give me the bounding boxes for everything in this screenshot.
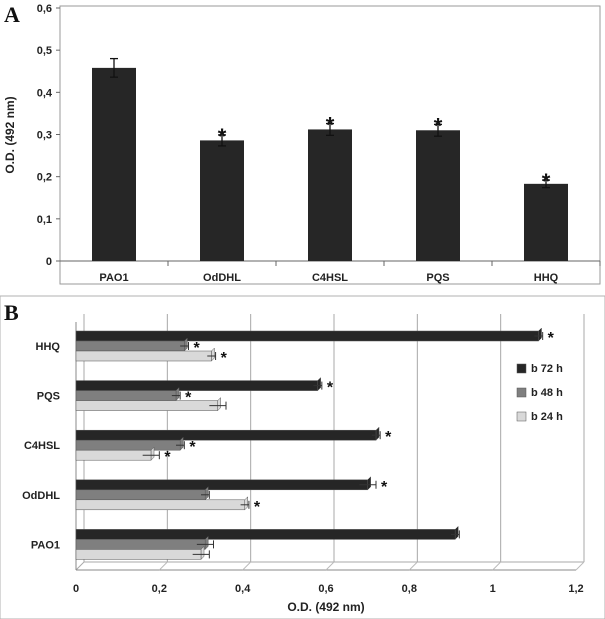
bar-pao1-b-48-h [75, 539, 206, 550]
significance-marker: * [218, 124, 227, 149]
bar-depth [217, 396, 221, 412]
bar-pqs-b-48-h [75, 390, 177, 401]
bar-pqs [416, 130, 460, 261]
bar-hhq-b-24-h [75, 350, 212, 362]
legend-swatch [516, 411, 527, 422]
panel-b-chart: B 0 0,2 0,4 0,6 0,8 1 1,2 HHQ * * * PQS * * C4HSL * * * O… [0, 295, 605, 619]
significance-marker: * [381, 479, 388, 496]
bar-oddhl-b-72-h [75, 479, 368, 491]
legend-swatch [516, 387, 527, 398]
y-tick-label: 0,2 [37, 172, 52, 184]
floor-gridline [325, 561, 335, 571]
bar-depth [454, 525, 459, 541]
x-tick-label: C4HSL [312, 272, 348, 284]
legend-label: b 72 h [531, 363, 563, 375]
panel-a-label: A [4, 2, 20, 27]
significance-marker: * [542, 169, 551, 194]
bar-depth [538, 327, 542, 342]
y-tick-label: 0,1 [37, 214, 52, 226]
x-tick-label: 0,2 [152, 583, 167, 595]
bar-depth [317, 376, 321, 392]
bar-pqs-b-24-h [75, 400, 218, 411]
significance-marker: * [185, 390, 192, 407]
panel-b-legend: b 72 h b 48 h b 24 h [516, 363, 563, 423]
significance-marker: * [548, 330, 555, 347]
bar-depth [244, 496, 248, 511]
bar-c4hsl [308, 129, 352, 261]
bar-oddhl-b-24-h [75, 499, 245, 511]
panel-b-x-axis-label: O.D. (492 nm) [287, 600, 364, 614]
panel-a-y-axis-label: O.D. (492 nm) [3, 96, 17, 173]
bar-hhq-b-72-h [75, 330, 539, 342]
panel-b-label: B [4, 300, 19, 325]
legend-label: b 24 h [531, 411, 563, 423]
x-tick-label: 1,2 [568, 583, 583, 595]
y-tick-label: PAO1 [31, 539, 60, 551]
bar-c4hsl-b-72-h [75, 429, 377, 441]
bar-pao1-b-24-h [75, 549, 202, 560]
bar-oddhl-b-48-h [75, 489, 206, 501]
bar-depth [211, 347, 215, 362]
y-tick-label: 0,4 [37, 87, 53, 99]
x-tick-label: 0,8 [402, 583, 417, 595]
bar-hhq [524, 183, 568, 261]
panel-a-chart: A O.D. (492 nm) 0 0,1 0,2 0,3 0,4 0,5 0,6 PAO1… [3, 2, 601, 285]
x-tick-label: 0,4 [235, 583, 251, 595]
y-tick-label: PQS [37, 391, 60, 403]
bar-c4hsl-b-24-h [75, 449, 152, 461]
y-tick-label: 0,5 [37, 45, 52, 57]
significance-marker: * [189, 439, 196, 456]
x-tick-label: HHQ [534, 272, 559, 284]
bar-pqs-b-72-h [75, 380, 318, 391]
significance-marker: * [194, 340, 201, 357]
significance-marker: * [434, 113, 443, 138]
bar-pao1 [92, 67, 136, 261]
bar-pao1-b-72-h [75, 529, 456, 540]
x-tick-label: PQS [426, 272, 449, 284]
bar-hhq-b-48-h [75, 340, 185, 352]
y-tick-label: 0 [46, 256, 52, 268]
significance-marker: * [164, 449, 171, 466]
floor-gridline [158, 561, 168, 571]
y-tick-label: C4HSL [24, 440, 60, 452]
x-tick-label: 0 [73, 583, 79, 595]
significance-marker: * [327, 380, 334, 397]
y-tick-label: OdDHL [22, 490, 60, 502]
significance-marker: * [221, 350, 228, 367]
x-tick-label: 0,6 [318, 583, 333, 595]
significance-marker: * [254, 499, 261, 516]
bar-oddhl [200, 140, 244, 261]
y-tick-label: 0,6 [37, 3, 52, 15]
floor-gridline [408, 561, 418, 571]
panel-b-frame [0, 295, 605, 619]
x-tick-label: 1 [490, 583, 496, 595]
significance-marker: * [326, 113, 335, 138]
x-tick-label: PAO1 [99, 272, 128, 284]
floor-gridline [242, 561, 252, 571]
legend-label: b 48 h [531, 387, 563, 399]
bar-depth [375, 426, 380, 441]
floor-gridline [575, 561, 585, 571]
y-tick-label: 0,3 [37, 130, 52, 142]
x-tick-label: OdDHL [203, 272, 241, 284]
significance-marker: * [385, 429, 392, 446]
legend-swatch [516, 363, 527, 374]
bar-depth [367, 476, 371, 491]
y-tick-label: HHQ [36, 341, 61, 353]
floor-gridline [492, 561, 502, 571]
